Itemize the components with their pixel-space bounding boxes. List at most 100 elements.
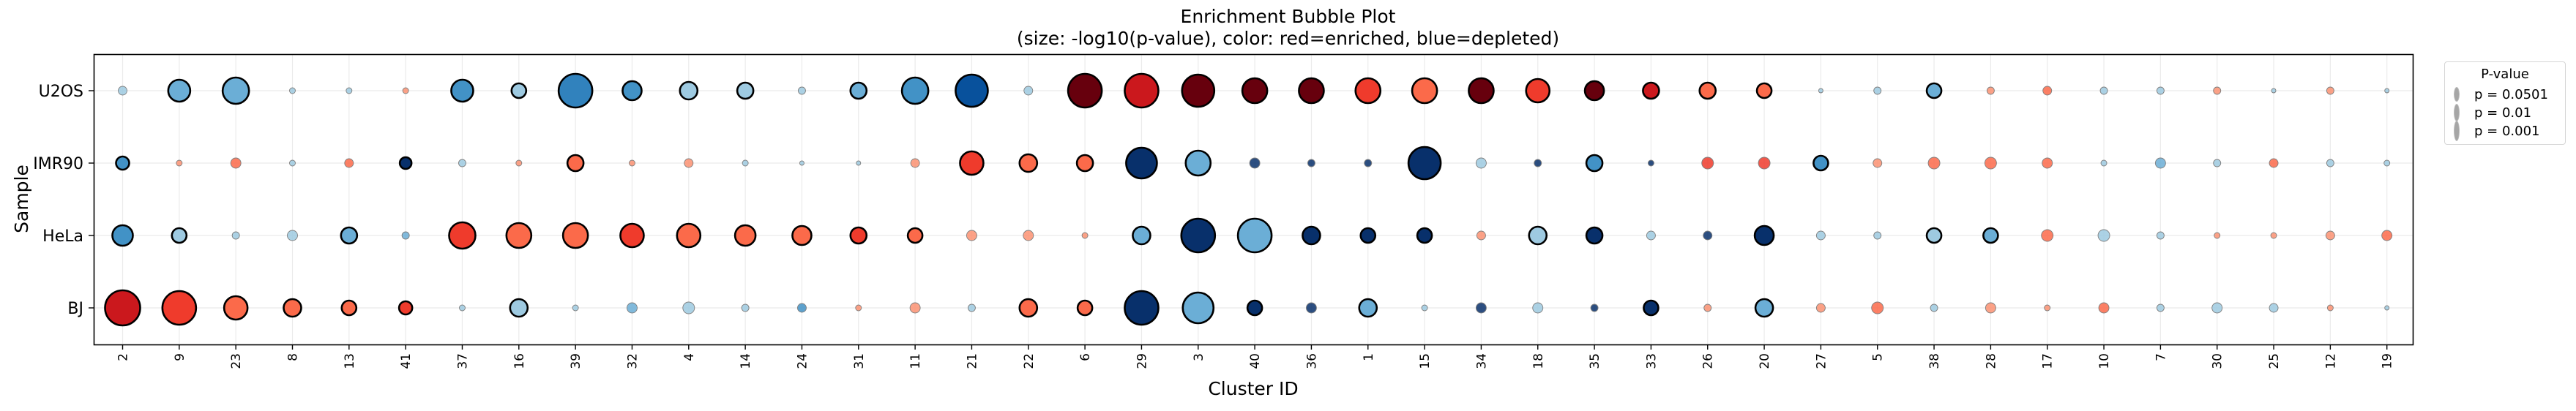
bubble <box>1236 217 1273 254</box>
bubble <box>2213 86 2222 95</box>
bubble <box>2271 88 2277 94</box>
x-tick-label: 41 <box>399 353 414 369</box>
bubble <box>1985 302 1996 314</box>
bubble <box>627 302 638 314</box>
bubble <box>2214 232 2221 239</box>
bubble <box>741 303 750 312</box>
bubble <box>1067 72 1103 109</box>
x-tick-label: 31 <box>852 353 867 369</box>
chart-title-line1: Enrichment Bubble Plot <box>1180 6 1396 27</box>
bubble <box>346 87 353 94</box>
bubble <box>1754 298 1774 318</box>
bubble <box>1925 227 1943 244</box>
legend: P-value p = 0.0501 p = 0.01 p = 0.001 <box>2444 61 2566 145</box>
bubble <box>1246 299 1263 317</box>
legend-label: p = 0.01 <box>2474 105 2532 121</box>
bubble <box>1249 157 1261 169</box>
bubble <box>1815 230 1826 241</box>
bubble <box>515 159 523 167</box>
bubble <box>1871 301 1884 314</box>
bubble <box>1583 80 1605 102</box>
bubble <box>1125 146 1158 180</box>
bubble <box>1307 159 1315 167</box>
x-tick-label: 14 <box>739 353 753 369</box>
bubble <box>1476 230 1486 241</box>
bubble <box>2211 302 2223 314</box>
x-tick-label: 8 <box>285 353 300 361</box>
bubble <box>510 82 528 99</box>
x-tick-label: 10 <box>2097 353 2112 369</box>
bubble <box>1475 157 1487 169</box>
bubble <box>1643 299 1660 317</box>
bubble <box>682 301 695 314</box>
bubble <box>2042 157 2053 169</box>
bubble <box>1698 81 1717 100</box>
bubble <box>167 78 192 103</box>
bubble <box>2154 157 2166 169</box>
bubble <box>797 303 807 313</box>
x-tick-label: 7 <box>2154 353 2168 361</box>
bubble <box>967 303 976 312</box>
bubble <box>1184 149 1212 177</box>
bubble <box>1364 159 1373 167</box>
y-tick-label: IMR90 <box>33 155 83 173</box>
bubble <box>966 230 977 241</box>
bubble <box>621 80 643 102</box>
bubble <box>459 304 466 312</box>
x-tick-label: 17 <box>2041 353 2056 369</box>
bubble <box>1585 154 1604 173</box>
bubble <box>1753 225 1775 246</box>
bubble <box>1018 298 1039 318</box>
chart-title-line2: (size: -log10(p-value), color: red=enric… <box>1016 28 1560 49</box>
bubble <box>1642 81 1660 100</box>
bubble <box>1181 73 1216 108</box>
y-axis: U2OS IMR90 HeLa BJ <box>33 83 94 318</box>
bubble <box>1927 157 1941 170</box>
bubble <box>397 300 414 316</box>
bubble <box>679 80 699 101</box>
bubble <box>2326 86 2334 95</box>
bubble <box>909 302 921 314</box>
bubble <box>742 159 749 167</box>
bubble <box>2269 303 2279 313</box>
bubble <box>1986 86 1995 95</box>
bubble <box>1181 291 1215 325</box>
bubble <box>450 78 474 103</box>
bubble <box>900 76 930 105</box>
x-tick-label: 28 <box>1984 353 1998 369</box>
x-tick-label: 26 <box>1701 353 1716 369</box>
bubble <box>1076 299 1094 317</box>
x-tick-label: 37 <box>455 353 470 369</box>
bubble <box>340 226 359 245</box>
bubble <box>2156 303 2165 312</box>
bubble <box>115 155 130 171</box>
chart-title: Enrichment Bubble Plot (size: -log10(p-v… <box>0 6 2576 50</box>
bubble <box>1534 159 1542 167</box>
bubble <box>1585 226 1604 245</box>
bubble <box>104 289 141 327</box>
x-tick-label: 21 <box>965 353 979 369</box>
bubble <box>1416 227 1433 244</box>
bubble <box>1411 77 1438 105</box>
bubble <box>289 87 296 94</box>
bubble <box>2325 230 2335 241</box>
bubble <box>448 221 477 250</box>
bubble <box>2326 304 2334 312</box>
bubble <box>849 226 868 245</box>
x-tick-label: 33 <box>1644 353 1659 369</box>
bubble <box>283 298 302 318</box>
bubble <box>118 86 127 96</box>
bubble <box>176 159 183 167</box>
bubble <box>1421 304 1428 312</box>
legend-label: p = 0.001 <box>2474 123 2540 139</box>
bubble <box>910 158 920 168</box>
x-tick-label: 12 <box>2323 353 2338 369</box>
bubble <box>1755 82 1773 99</box>
bubble <box>1528 225 1548 246</box>
x-tick-label: 40 <box>1248 353 1263 369</box>
x-tick-label: 32 <box>625 353 640 369</box>
legend-item: p = 0.001 <box>2454 121 2540 141</box>
x-tick-label: 11 <box>908 353 923 369</box>
bubble <box>1703 303 1712 312</box>
bubble <box>287 230 298 241</box>
